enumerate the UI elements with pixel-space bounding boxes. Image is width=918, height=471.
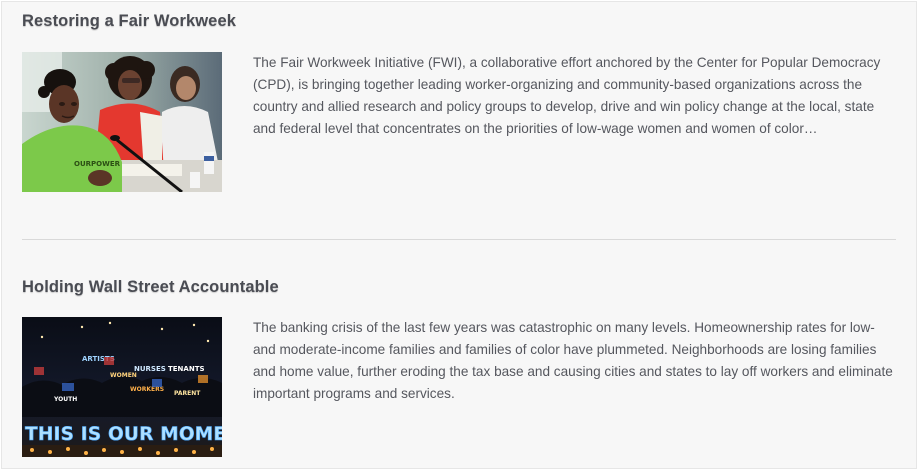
- article-excerpt: The banking crisis of the last few years…: [253, 320, 893, 401]
- rally-photo: ARTISTS NURSES TENANTS WOMEN WORKERS PAR…: [22, 317, 222, 457]
- lit-word: ARTISTS: [82, 355, 115, 363]
- lit-word: WOMEN: [110, 372, 137, 379]
- article-divider: [22, 239, 896, 240]
- shirt-text: OURPOWER: [74, 160, 121, 168]
- article-thumbnail-workers-meeting[interactable]: OURPOWER: [22, 52, 222, 192]
- article-thumbnail-night-rally[interactable]: ARTISTS NURSES TENANTS WOMEN WORKERS PAR…: [22, 317, 222, 457]
- article-fair-workweek: Restoring a Fair Workweek: [22, 2, 896, 240]
- sign-letters: THIS IS OUR MOMENT: [25, 424, 222, 445]
- meeting-photo: OURPOWER: [22, 52, 222, 192]
- lit-word: PARENT: [174, 390, 201, 397]
- article-wall-street: Holding Wall Street Accountable: [22, 266, 896, 468]
- lit-word: WORKERS: [130, 386, 164, 393]
- article-title[interactable]: Restoring a Fair Workweek: [22, 12, 237, 30]
- lit-word: TENANTS: [168, 365, 205, 373]
- article-title[interactable]: Holding Wall Street Accountable: [22, 278, 279, 296]
- lit-word: YOUTH: [53, 396, 77, 403]
- lit-word: NURSES: [134, 365, 166, 373]
- article-excerpt: The Fair Workweek Initiative (FWI), a co…: [253, 55, 881, 136]
